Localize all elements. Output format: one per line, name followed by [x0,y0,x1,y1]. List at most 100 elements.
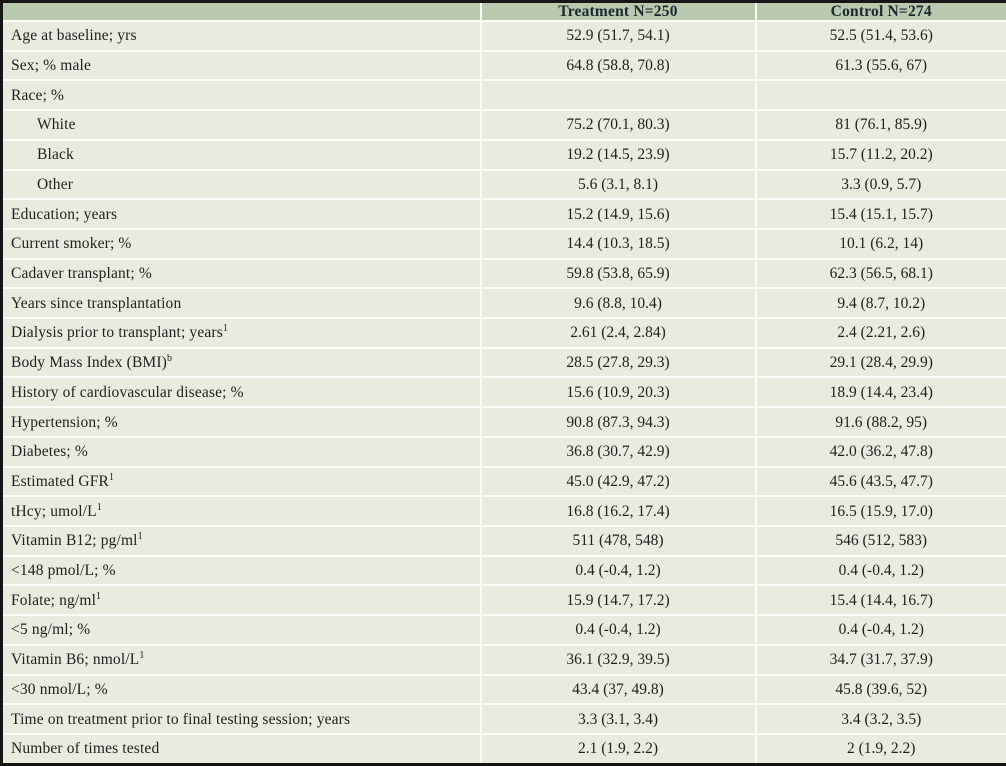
treatment-value: 3.3 (3.1, 3.4) [479,703,757,735]
control-value: 3.4 (3.2, 3.5) [754,703,1006,735]
row-label: Vitamin B6; nmol/L [11,651,140,669]
treatment-value: 52.9 (51.7, 54.1) [479,20,757,52]
control-value [754,79,1006,112]
header-treatment: Treatment N=250 [479,0,757,23]
row-label-cell: <30 nmol/L; % [0,673,482,706]
control-value: 16.5 (15.9, 17.0) [754,495,1006,527]
table-row: <5 ng/ml; % 0.4 (-0.4, 1.2) 0.4 (-0.4, 1.2… [0,614,1006,646]
control-value: 15.7 (11.2, 20.2) [754,138,1006,171]
table-row: Race; % [0,79,1006,112]
treatment-value: 59.8 (53.8, 65.9) [479,257,757,290]
control-value: 2.4 (2.21, 2.6) [754,317,1006,349]
table-row: Diabetes; % 36.8 (30.7, 42.9) 42.0 (36.2, … [0,435,1006,468]
row-label-cell: Vitamin B12; pg/ml1 [0,525,482,557]
control-value: 18.9 (14.4, 23.4) [754,376,1006,409]
control-value: 9.4 (8.7, 10.2) [754,287,1006,320]
row-label: White [37,116,76,134]
treatment-value: 64.8 (58.8, 70.8) [479,49,757,82]
treatment-value: 90.8 (87.3, 94.3) [479,406,757,438]
row-label-cell: Black [0,138,482,171]
row-label-cell: White [0,109,482,141]
row-label-cell: Hypertension; % [0,406,482,438]
row-label: <5 ng/ml; % [11,621,91,639]
control-value: 0.4 (-0.4, 1.2) [754,614,1006,646]
table-row: Vitamin B12; pg/ml1 511 (478, 548) 546 (51… [0,525,1006,557]
control-value: 61.3 (55.6, 67) [754,49,1006,82]
treatment-value: 19.2 (14.5, 23.9) [479,138,757,171]
treatment-value: 43.4 (37, 49.8) [479,673,757,706]
row-label-cell: Estimated GFR1 [0,465,482,498]
control-value: 34.7 (31.7, 37.9) [754,643,1006,676]
table-row: Time on treatment prior to final testing… [0,703,1006,735]
control-value: 52.5 (51.4, 53.6) [754,20,1006,52]
header-control: Control N=274 [754,0,1006,23]
table-row: <30 nmol/L; % 43.4 (37, 49.8) 45.8 (39.6, … [0,673,1006,706]
row-label: Black [37,146,74,164]
treatment-value: 15.9 (14.7, 17.2) [479,584,757,617]
table-row: Hypertension; % 90.8 (87.3, 94.3) 91.6 (88… [0,406,1006,438]
row-label: Cadaver transplant; % [11,265,152,282]
row-label-superscript: 1 [96,590,102,602]
row-label: Race; % [11,86,65,104]
treatment-value: 36.1 (32.9, 39.5) [479,643,757,676]
row-label-cell: Sex; % male [0,49,482,82]
table-row: White 75.2 (70.1, 80.3) 81 (76.1, 85.9) [0,109,1006,141]
control-value: 42.0 (36.2, 47.8) [754,435,1006,468]
row-label: Time on treatment prior to final testing… [11,710,351,728]
table-row: Age at baseline; yrs 52.9 (51.7, 54.1) 52.… [0,20,1006,52]
row-label-superscript: 1 [137,531,143,543]
control-value: 546 (512, 583) [754,525,1006,557]
row-label-cell: Number of times tested [0,732,482,766]
table-row: Cadaver transplant; % 59.8 (53.8, 65.9) 62… [0,257,1006,290]
table-row: Dialysis prior to transplant; years1 2.61… [0,317,1006,349]
row-label: Age at baseline; yrs [11,27,137,45]
row-label: Hypertension; % [11,413,118,431]
control-value: 3.3 (0.9, 5.7) [754,168,1006,201]
row-label-cell: History of cardiovascular disease; % [0,376,482,409]
treatment-value: 36.8 (30.7, 42.9) [479,435,757,468]
header-row: Treatment N=250 Control N=274 [0,0,1006,23]
control-value: 15.4 (15.1, 15.7) [754,198,1006,230]
row-label-superscript: 1 [96,501,102,513]
table-row: Other 5.6 (3.1, 8.1) 3.3 (0.9, 5.7) [0,168,1006,201]
treatment-value: 9.6 (8.8, 10.4) [479,287,757,320]
row-label: tHcy; umol/L [11,502,97,520]
treatment-value: 14.4 (10.3, 18.5) [479,227,757,260]
table-row: Folate; ng/ml1 15.9 (14.7, 17.2) 15.4 (14.… [0,584,1006,617]
treatment-value: 5.6 (3.1, 8.1) [479,168,757,201]
control-value: 0.4 (-0.4, 1.2) [754,554,1006,587]
row-label: History of cardiovascular disease; % [11,383,244,401]
treatment-value: 0.4 (-0.4, 1.2) [479,614,757,646]
treatment-value: 2.1 (1.9, 2.2) [479,732,757,766]
row-label: Body Mass Index (BMI) [11,354,167,372]
table-row: Black 19.2 (14.5, 23.9) 15.7 (11.2, 20.2) [0,138,1006,171]
control-value: 29.1 (28.4, 29.9) [754,346,1006,379]
row-label-cell: Diabetes; % [0,435,482,468]
control-value: 81 (76.1, 85.9) [754,109,1006,141]
row-label: Number of times tested [11,740,160,758]
treatment-value: 2.61 (2.4, 2.84) [479,317,757,349]
table-row: Education; years 15.2 (14.9, 15.6) 15.4 (1… [0,198,1006,230]
treatment-value: 511 (478, 548) [479,525,757,557]
row-label: Estimated GFR [11,472,109,490]
row-label-cell: Time on treatment prior to final testing… [0,703,482,735]
control-value: 10.1 (6.2, 14) [754,227,1006,260]
row-label-cell: Folate; ng/ml1 [0,584,482,617]
row-label-cell: tHcy; umol/L1 [0,495,482,527]
treatment-value: 28.5 (27.8, 29.3) [479,346,757,379]
treatment-value: 15.6 (10.9, 20.3) [479,376,757,409]
row-label-cell: Age at baseline; yrs [0,20,482,52]
table-row: tHcy; umol/L1 16.8 (16.2, 17.4) 16.5 (15.9… [0,495,1006,527]
treatment-value [479,79,757,112]
table-row: <148 pmol/L; % 0.4 (-0.4, 1.2) 0.4 (-0.4, … [0,554,1006,587]
row-label: Diabetes; % [11,443,88,461]
treatment-value: 15.2 (14.9, 15.6) [479,198,757,230]
row-label-cell: Other [0,168,482,201]
row-label: <148 pmol/L; % [11,562,116,580]
row-label-cell: Vitamin B6; nmol/L1 [0,643,482,676]
control-value: 45.6 (43.5, 47.7) [754,465,1006,498]
header-empty-cell [0,0,482,23]
control-value: 45.8 (39.6, 52) [754,673,1006,706]
table-row: Body Mass Index (BMI)b 28.5 (27.8, 29.3) 2… [0,346,1006,379]
row-label-cell: Years since transplantation [0,287,482,320]
